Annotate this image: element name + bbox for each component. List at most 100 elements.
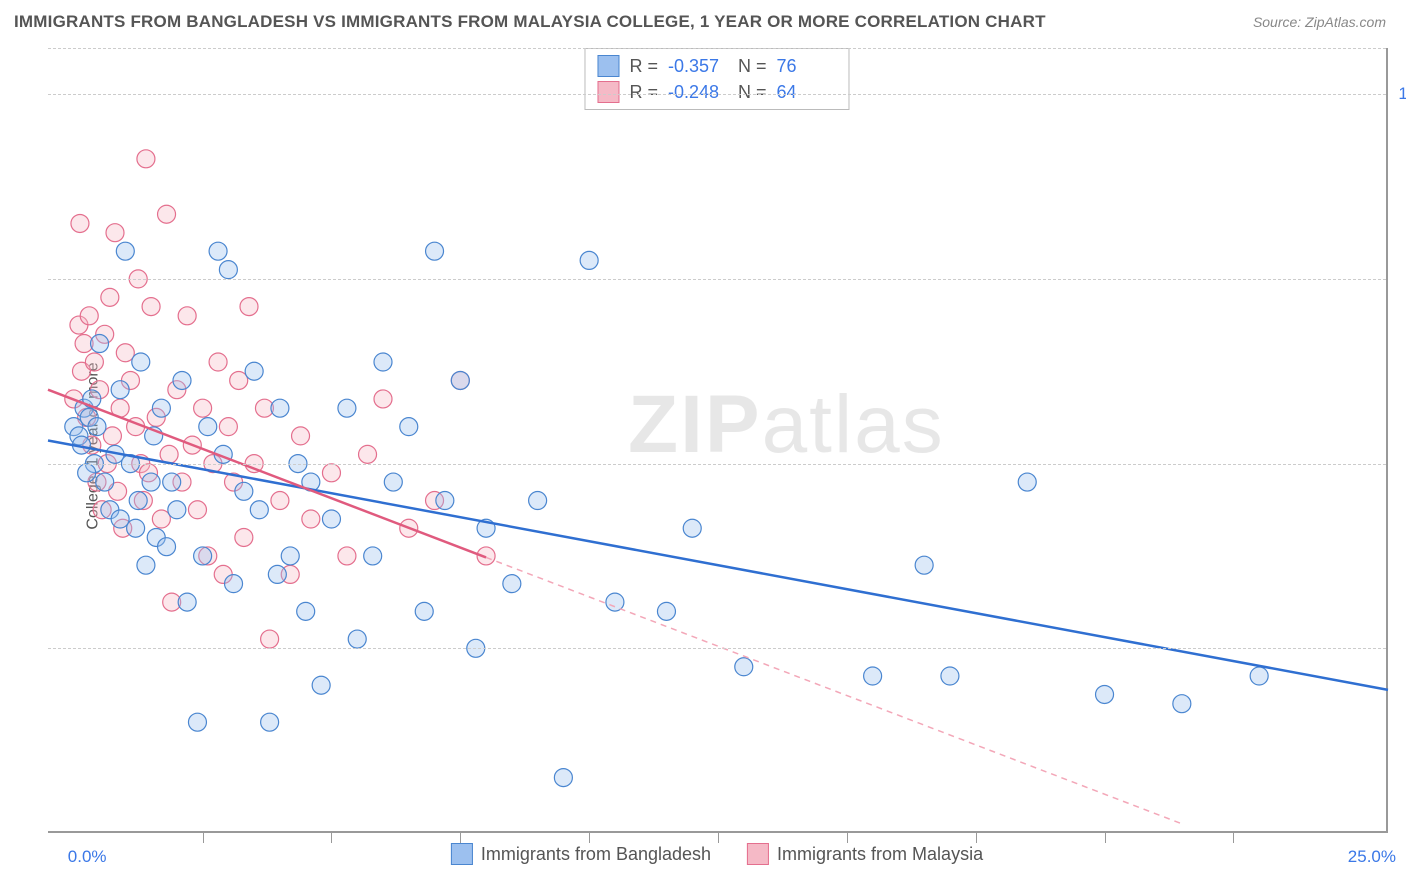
data-point	[338, 399, 356, 417]
data-point	[1018, 473, 1036, 491]
data-point	[348, 630, 366, 648]
gridline-horizontal	[48, 464, 1386, 465]
data-point	[152, 399, 170, 417]
data-point	[235, 528, 253, 546]
data-point	[127, 519, 145, 537]
x-tick-label: 25.0%	[1348, 847, 1396, 867]
stat-value-n: 64	[777, 82, 837, 103]
data-point	[101, 288, 119, 306]
x-tick-label: 0.0%	[68, 847, 107, 867]
stat-value-r: -0.357	[668, 56, 728, 77]
data-point	[142, 473, 160, 491]
data-point	[111, 510, 129, 528]
data-point	[322, 510, 340, 528]
data-point	[163, 473, 181, 491]
data-point	[178, 307, 196, 325]
trend-line	[48, 441, 1388, 690]
stat-label-r: R =	[629, 82, 658, 103]
data-point	[374, 353, 392, 371]
data-point	[400, 418, 418, 436]
x-tick-mark	[589, 831, 590, 843]
stat-value-n: 76	[777, 56, 837, 77]
data-point	[250, 501, 268, 519]
gridline-horizontal	[48, 648, 1386, 649]
data-point	[85, 353, 103, 371]
data-point	[137, 556, 155, 574]
data-point	[451, 371, 469, 389]
data-point	[235, 482, 253, 500]
data-point	[78, 464, 96, 482]
stat-label-r: R =	[629, 56, 658, 77]
data-point	[1173, 695, 1191, 713]
data-point	[199, 418, 217, 436]
data-point	[142, 298, 160, 316]
data-point	[240, 298, 258, 316]
x-tick-mark	[203, 831, 204, 843]
data-point	[271, 492, 289, 510]
x-tick-mark	[718, 831, 719, 843]
data-point	[103, 427, 121, 445]
data-point	[657, 602, 675, 620]
legend-swatch	[451, 843, 473, 865]
data-point	[302, 510, 320, 528]
data-point	[132, 353, 150, 371]
data-point	[359, 445, 377, 463]
x-tick-mark	[1105, 831, 1106, 843]
data-point	[426, 242, 444, 260]
data-point	[261, 630, 279, 648]
data-point	[735, 658, 753, 676]
source-attribution: Source: ZipAtlas.com	[1253, 14, 1386, 30]
data-point	[503, 575, 521, 593]
y-tick-label: 60.0%	[1396, 454, 1406, 474]
x-tick-mark	[1233, 831, 1234, 843]
data-point	[374, 390, 392, 408]
data-point	[178, 593, 196, 611]
gridline-horizontal	[48, 48, 1386, 49]
data-point	[219, 418, 237, 436]
legend-swatch	[597, 55, 619, 77]
bottom-legend: Immigrants from Bangladesh Immigrants fro…	[451, 843, 983, 865]
data-point	[116, 242, 134, 260]
data-point	[116, 344, 134, 362]
data-point	[312, 676, 330, 694]
gridline-horizontal	[48, 279, 1386, 280]
data-point	[322, 464, 340, 482]
data-point	[230, 371, 248, 389]
data-point	[580, 251, 598, 269]
trend-line-dashed	[486, 557, 1182, 823]
stat-value-r: -0.248	[668, 82, 728, 103]
data-point	[864, 667, 882, 685]
data-point	[158, 538, 176, 556]
legend-label: Immigrants from Bangladesh	[481, 844, 711, 865]
legend-item: Immigrants from Malaysia	[747, 843, 983, 865]
data-point	[225, 575, 243, 593]
data-point	[529, 492, 547, 510]
data-point	[209, 242, 227, 260]
legend-swatch	[597, 81, 619, 103]
x-tick-mark	[460, 831, 461, 843]
data-point	[261, 713, 279, 731]
data-point	[194, 399, 212, 417]
stat-label-n: N =	[738, 56, 767, 77]
plot-svg	[48, 48, 1386, 831]
x-tick-mark	[847, 831, 848, 843]
data-point	[268, 565, 286, 583]
data-point	[915, 556, 933, 574]
chart-title: IMMIGRANTS FROM BANGLADESH VS IMMIGRANTS…	[14, 12, 1046, 32]
y-tick-label: 80.0%	[1396, 269, 1406, 289]
stats-row: R =-0.248N =64	[597, 79, 836, 105]
data-point	[111, 381, 129, 399]
data-point	[158, 205, 176, 223]
x-tick-mark	[331, 831, 332, 843]
y-tick-label: 100.0%	[1396, 84, 1406, 104]
data-point	[245, 362, 263, 380]
data-point	[338, 547, 356, 565]
data-point	[554, 769, 572, 787]
data-point	[1096, 685, 1114, 703]
data-point	[137, 150, 155, 168]
y-tick-label: 40.0%	[1396, 638, 1406, 658]
plot-area: ZIPatlas R =-0.357N =76R =-0.248N =64 Im…	[48, 48, 1388, 833]
data-point	[364, 547, 382, 565]
data-point	[297, 602, 315, 620]
data-point	[384, 473, 402, 491]
